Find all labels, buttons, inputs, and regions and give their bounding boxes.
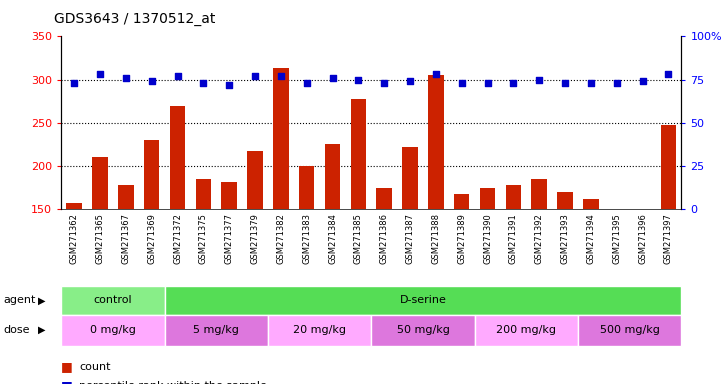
Point	[353, 77, 364, 83]
Text: 500 mg/kg: 500 mg/kg	[600, 325, 660, 335]
Bar	[221, 182, 237, 339]
Point	[663, 71, 674, 78]
Text: GSM271382: GSM271382	[276, 213, 286, 264]
Point	[68, 80, 80, 86]
Point	[430, 71, 442, 78]
Point	[172, 73, 183, 79]
Bar	[578, 315, 681, 346]
Text: ▶: ▶	[37, 325, 45, 335]
Text: 20 mg/kg: 20 mg/kg	[293, 325, 346, 335]
Text: dose: dose	[4, 325, 30, 335]
Bar	[371, 315, 474, 346]
Text: agent: agent	[4, 295, 36, 306]
Bar	[144, 140, 159, 339]
Bar	[299, 166, 314, 339]
Text: GSM271377: GSM271377	[225, 213, 234, 264]
Bar	[402, 147, 417, 339]
Bar	[170, 106, 185, 339]
Point	[534, 77, 545, 83]
Text: GSM271379: GSM271379	[251, 213, 260, 264]
Bar	[247, 151, 262, 339]
Bar	[376, 188, 392, 339]
Bar	[164, 315, 268, 346]
Text: GSM271367: GSM271367	[121, 213, 131, 264]
Bar	[61, 286, 164, 315]
Bar	[634, 210, 650, 339]
Text: GSM271385: GSM271385	[354, 213, 363, 264]
Text: GSM271388: GSM271388	[431, 213, 441, 264]
Text: D-serine: D-serine	[399, 295, 446, 306]
Text: GSM271392: GSM271392	[535, 213, 544, 264]
Bar	[350, 99, 366, 339]
Point	[301, 80, 312, 86]
Point	[611, 80, 622, 86]
Text: GDS3643 / 1370512_at: GDS3643 / 1370512_at	[54, 12, 216, 25]
Point	[224, 82, 235, 88]
Bar	[92, 157, 108, 339]
Bar	[474, 315, 578, 346]
Point	[559, 80, 571, 86]
Bar	[61, 315, 164, 346]
Bar	[268, 315, 371, 346]
Point	[379, 80, 390, 86]
Bar	[164, 286, 681, 315]
Bar	[479, 188, 495, 339]
Text: GSM271393: GSM271393	[561, 213, 570, 264]
Point	[456, 80, 467, 86]
Text: count: count	[79, 362, 111, 372]
Point	[508, 80, 519, 86]
Text: GSM271395: GSM271395	[612, 213, 622, 264]
Point	[327, 75, 338, 81]
Text: 0 mg/kg: 0 mg/kg	[90, 325, 136, 335]
Text: 5 mg/kg: 5 mg/kg	[193, 325, 239, 335]
Bar	[66, 203, 82, 339]
Bar	[660, 126, 676, 339]
Text: GSM271394: GSM271394	[586, 213, 596, 264]
Point	[585, 80, 597, 86]
Text: GSM271362: GSM271362	[70, 213, 79, 264]
Bar	[505, 185, 521, 339]
Text: GSM271391: GSM271391	[509, 213, 518, 264]
Text: ▶: ▶	[37, 295, 45, 306]
Point	[120, 75, 132, 81]
Bar	[531, 179, 547, 339]
Text: GSM271375: GSM271375	[199, 213, 208, 264]
Text: GSM271383: GSM271383	[302, 213, 311, 264]
Bar	[609, 209, 624, 339]
Text: GSM271389: GSM271389	[457, 213, 466, 264]
Text: ■: ■	[61, 379, 73, 384]
Bar	[557, 192, 572, 339]
Point	[249, 73, 261, 79]
Bar	[583, 199, 598, 339]
Text: GSM271365: GSM271365	[96, 213, 105, 264]
Bar	[428, 75, 443, 339]
Bar	[324, 144, 340, 339]
Text: ■: ■	[61, 360, 73, 373]
Bar	[195, 179, 211, 339]
Text: GSM271369: GSM271369	[147, 213, 156, 264]
Text: GSM271384: GSM271384	[328, 213, 337, 264]
Point	[404, 78, 416, 84]
Point	[482, 80, 493, 86]
Bar	[273, 68, 288, 339]
Text: GSM271390: GSM271390	[483, 213, 492, 264]
Text: percentile rank within the sample: percentile rank within the sample	[79, 381, 267, 384]
Text: GSM271396: GSM271396	[638, 213, 647, 264]
Text: 200 mg/kg: 200 mg/kg	[496, 325, 557, 335]
Text: control: control	[94, 295, 132, 306]
Point	[198, 80, 209, 86]
Text: GSM271397: GSM271397	[664, 213, 673, 264]
Text: GSM271372: GSM271372	[173, 213, 182, 264]
Bar	[454, 194, 469, 339]
Text: 50 mg/kg: 50 mg/kg	[397, 325, 449, 335]
Text: GSM271386: GSM271386	[380, 213, 389, 264]
Point	[637, 78, 648, 84]
Text: GSM271387: GSM271387	[406, 213, 415, 264]
Point	[275, 73, 287, 79]
Bar	[118, 185, 133, 339]
Point	[146, 78, 157, 84]
Point	[94, 71, 106, 78]
